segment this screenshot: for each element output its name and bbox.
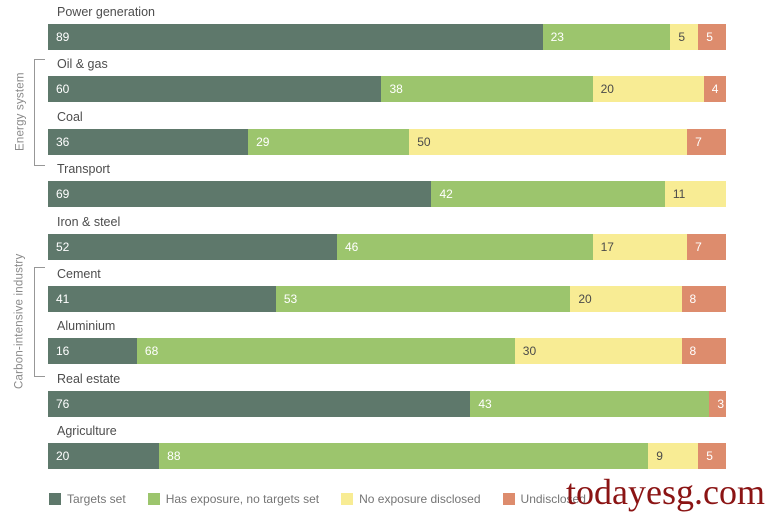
row-label: Coal [57,109,83,124]
legend-item: Has exposure, no targets set [147,492,320,506]
bar-segment-has_exposure: 23 [542,24,671,50]
legend-item: Targets set [49,492,126,506]
legend-item: Undisclosed [502,492,586,506]
bar-segment-targets_set: 20 [48,443,160,470]
bar-segment-has_exposure: 88 [159,443,649,470]
stacked-bar: 36 29 50 7 [48,128,726,155]
chart-row: Iron & steel 52 46 17 7 [48,210,726,262]
energy-system-group-label: Energy system [14,72,27,151]
bar-segment-has_exposure: 43 [470,390,710,417]
chart-row: Transport 69 42 11 [48,157,726,209]
chart-row: Real estate 76 43 3 [48,367,726,419]
row-label: Transport [57,162,111,177]
energy-system-bracket [34,59,45,166]
bar-segment-has_exposure: 29 [248,128,410,155]
bar-segment-has_exposure: 38 [381,76,593,103]
bar-segment-undisclosed: 3 [709,390,726,417]
bar-segment-no_exposure: 11 [664,181,726,208]
legend-label: No exposure disclosed [359,492,481,506]
carbon-intensive-bracket [34,267,45,377]
bar-segment-no_exposure: 30 [514,338,682,365]
chart-row: Aluminium 16 68 30 8 [48,314,726,366]
bar-segment-no_exposure: 20 [592,76,704,103]
bar-segment-undisclosed: 8 [681,338,726,365]
bar-segment-targets_set: 36 [48,128,249,155]
bar-segment-has_exposure: 68 [136,338,515,365]
chart-row: Power generation 89 23 5 5 [48,0,726,52]
bar-segment-no_exposure: 17 [592,233,688,260]
stacked-bar: 69 42 11 [48,181,726,208]
legend-swatch-has_exposure [147,493,160,505]
chart-row: Cement 41 53 20 8 [48,262,726,314]
stacked-bar: 20 88 9 5 [48,443,726,470]
bar-segment-targets_set: 69 [48,181,432,208]
bar-segment-targets_set: 41 [48,285,276,312]
bar-segment-no_exposure: 5 [670,24,699,50]
bar-segment-targets_set: 16 [48,338,137,365]
legend-label: Undisclosed [520,492,586,506]
bar-segment-undisclosed: 5 [698,24,726,50]
bar-segment-undisclosed: 4 [703,76,726,103]
bar-segment-no_exposure: 9 [648,443,699,470]
stacked-bar: 16 68 30 8 [48,338,726,365]
row-label: Agriculture [57,424,117,439]
watermark-text: todayesg.com [566,472,765,512]
stacked-bar-chart: Power generation 89 23 5 5 Oil & gas 60 38 20 4 Co… [48,0,726,472]
bar-segment-has_exposure: 46 [336,233,593,260]
bar-segment-targets_set: 89 [48,24,543,50]
legend-item: No exposure disclosed [341,492,481,506]
bar-segment-has_exposure: 42 [431,181,665,208]
row-label: Real estate [57,371,121,386]
row-label: Iron & steel [57,214,121,229]
row-label: Cement [57,266,101,281]
bar-segment-targets_set: 52 [48,233,337,260]
bar-segment-undisclosed: 5 [698,443,726,470]
stacked-bar: 60 38 20 4 [48,76,726,103]
stacked-bar: 89 23 5 5 [48,24,726,50]
bar-segment-undisclosed: 7 [687,128,726,155]
legend: Targets set Has exposure, no targets set N… [49,492,586,506]
bar-segment-no_exposure: 20 [570,285,682,312]
row-label: Aluminium [57,319,116,334]
bar-segment-targets_set: 60 [48,76,382,103]
bar-segment-targets_set: 76 [48,390,471,417]
stacked-bar: 41 53 20 8 [48,285,726,312]
legend-swatch-no_exposure [341,493,354,505]
carbon-intensive-group-label: Carbon-intensive industry [13,253,26,389]
stacked-bar: 52 46 17 7 [48,233,726,260]
bar-segment-undisclosed: 7 [687,233,726,260]
legend-swatch-undisclosed [502,493,515,505]
chart-row: Coal 36 29 50 7 [48,105,726,157]
legend-label: Has exposure, no targets set [165,492,320,506]
row-label: Power generation [57,5,155,19]
stacked-bar: 76 43 3 [48,390,726,417]
chart-row: Oil & gas 60 38 20 4 [48,52,726,104]
bar-segment-undisclosed: 8 [681,285,726,312]
bar-segment-no_exposure: 50 [409,128,688,155]
legend-swatch-targets_set [49,493,61,505]
legend-label: Targets set [67,492,126,506]
bar-segment-has_exposure: 53 [275,285,571,312]
row-label: Oil & gas [57,57,108,72]
chart-row: Agriculture 20 88 9 5 [48,419,726,471]
